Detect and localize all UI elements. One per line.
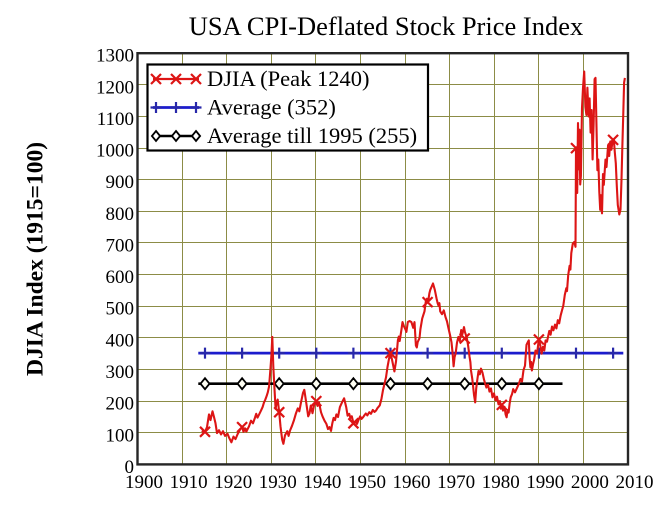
svg-text:1300: 1300 <box>96 46 134 67</box>
svg-text:1930: 1930 <box>259 472 297 493</box>
svg-text:2000: 2000 <box>571 472 609 493</box>
svg-text:1990: 1990 <box>526 472 564 493</box>
svg-text:300: 300 <box>106 362 135 383</box>
svg-text:1960: 1960 <box>393 472 431 493</box>
svg-text:1970: 1970 <box>437 472 475 493</box>
svg-text:1200: 1200 <box>96 77 134 98</box>
svg-text:Average till 1995 (255): Average till 1995 (255) <box>207 123 417 148</box>
svg-text:1980: 1980 <box>482 472 520 493</box>
svg-text:DJIA Index (1915=100): DJIA Index (1915=100) <box>23 142 49 376</box>
svg-text:2010: 2010 <box>616 472 654 493</box>
svg-text:USA CPI-Deflated Stock Price I: USA CPI-Deflated Stock Price Index <box>189 11 584 41</box>
svg-text:700: 700 <box>106 236 135 257</box>
svg-text:1940: 1940 <box>303 472 341 493</box>
svg-text:0: 0 <box>125 457 135 478</box>
svg-text:900: 900 <box>106 172 135 193</box>
svg-text:200: 200 <box>106 394 135 415</box>
svg-text:DJIA (Peak 1240): DJIA (Peak 1240) <box>207 66 369 91</box>
svg-text:1900: 1900 <box>125 472 163 493</box>
svg-text:1910: 1910 <box>170 472 208 493</box>
svg-text:400: 400 <box>106 330 135 351</box>
svg-text:500: 500 <box>106 299 135 320</box>
svg-text:100: 100 <box>106 425 135 446</box>
svg-text:1100: 1100 <box>97 109 134 130</box>
svg-text:1000: 1000 <box>96 141 134 162</box>
svg-text:1950: 1950 <box>348 472 386 493</box>
svg-text:Average (352): Average (352) <box>207 95 336 120</box>
svg-text:1920: 1920 <box>214 472 252 493</box>
svg-text:800: 800 <box>106 204 135 225</box>
svg-text:600: 600 <box>106 267 135 288</box>
